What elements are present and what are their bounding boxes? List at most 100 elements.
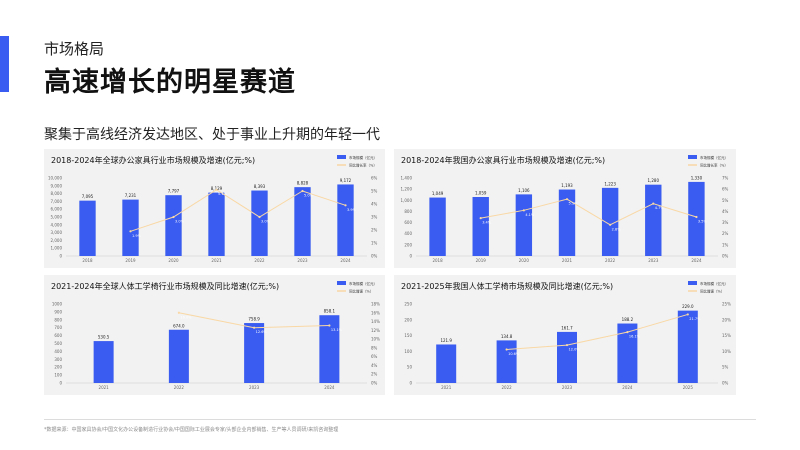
y-tick-label-right: 6% [371,176,378,181]
bar-value-label: 188.2 [622,317,634,322]
bar [515,194,533,256]
y-tick-label-left: 6,000 [51,207,63,212]
page-subtitle: 聚集于高线经济发达地区、处于事业上升期的年轻一代 [44,127,380,143]
bar [617,323,638,383]
bar [472,196,489,256]
growth-point [172,215,175,219]
y-tick-label-right: 2% [722,231,729,236]
x-tick-label: 2021 [441,385,452,390]
legend-label: 同比增长率（%） [700,163,728,168]
y-tick-label-left: 800 [404,209,412,214]
bar [168,329,189,383]
x-tick-label: 2021 [99,385,110,390]
growth-point [505,348,508,351]
bar-value-label: 1,223 [604,181,616,186]
bar [122,199,139,256]
y-tick-label-right: 2% [371,228,378,233]
x-tick-label: 2019 [125,258,136,263]
bar [496,340,517,383]
y-tick-label-right: 8% [371,345,378,350]
bar [251,190,268,256]
bar-value-label: 530.5 [98,335,110,340]
growth-value-label: 3.9% [347,208,357,212]
y-tick-label-left: 150 [404,333,412,338]
y-tick-label-right: 5% [371,189,378,194]
page-title: 高速增长的明星赛道 [44,67,296,98]
y-tick-label-left: 100 [54,373,62,378]
legend-label: 市场规模（亿元） [349,281,377,286]
chart-panel-global-ergonomic-chair: 2021-2024年全球人体工学椅行业市场规模及同比增速(亿元;%) 市场规模（亿… [44,275,385,395]
y-tick-label-right: 15% [722,333,731,338]
bar-value-label: 8,129 [211,186,223,191]
x-tick-label: 2024 [340,258,351,263]
bar-value-label: 1,193 [561,183,573,188]
growth-point [258,215,261,219]
chart-svg: 2018-2024年我国办公家具行业市场规模及增速(亿元;%) 市场规模（亿元） 同… [401,155,729,263]
y-tick-label-left: 0 [409,254,412,259]
x-tick-label: 2020 [168,258,179,263]
y-tick-label-left: 400 [54,349,62,354]
bar-value-label: 7,095 [82,194,94,199]
y-tick-label-right: 6% [722,187,729,192]
chart-svg: 2018-2024年全球办公家具行业市场规模及增速(亿元;%) 市场规模（亿元） 同… [48,155,378,263]
growth-value-label: 5.1% [218,192,228,196]
y-tick-label-left: 0 [59,381,62,386]
x-tick-label: 2023 [297,258,308,263]
y-tick-label-left: 800 [54,317,62,322]
y-tick-label-left: 250 [404,302,412,307]
x-tick-label: 2023 [648,258,659,263]
bar [601,187,619,256]
y-tick-label-left: 1000 [52,302,63,307]
growth-value-label: 21.7% [689,317,701,321]
bar-value-label: 229.0 [682,304,694,309]
bar [436,344,457,383]
bar-value-label: 7,231 [125,193,137,198]
growth-value-label: 1.9% [132,234,142,238]
legend-label: 同比增长率（%） [349,163,377,168]
bar [165,195,182,256]
y-tick-label-right: 5% [722,365,729,370]
y-tick-label-right: 10% [371,337,380,342]
x-tick-label: 2022 [254,258,265,263]
bar-value-label: 858.1 [324,309,336,314]
y-tick-label-left: 4,000 [51,222,63,227]
growth-value-label: 4.7% [655,206,665,210]
legend-swatch-bar [688,155,697,159]
bar [677,310,698,383]
bar [79,200,96,256]
y-tick-label-right: 10% [722,349,731,354]
chart-title: 2021-2025年我国人体工学椅市场规模及同比增速(亿元;%) [401,281,613,291]
legend-swatch-bar [337,155,346,159]
bar [429,197,446,256]
y-tick-label-right: 0% [722,381,729,386]
growth-point [253,326,256,329]
y-tick-label-left: 9,000 [51,183,63,188]
y-tick-label-right: 25% [722,302,731,307]
growth-point [652,202,655,205]
legend-label: 市场规模（亿元） [349,155,377,160]
bar-value-label: 1,049 [432,191,444,196]
chart-panel-china-office-furniture: 2018-2024年我国办公家具行业市场规模及增速(亿元;%) 市场规模（亿元） 同… [394,149,736,268]
y-tick-label-right: 4% [371,363,378,368]
y-tick-label-right: 6% [371,354,378,359]
section-title: 市场格局 [44,40,105,58]
growth-value-label: 12.0% [569,348,581,352]
y-tick-label-right: 0% [371,381,378,386]
y-tick-label-left: 8,000 [51,191,63,196]
bar-value-label: 134.8 [501,334,513,339]
growth-value-label: 3.0% [261,220,271,224]
growth-point [344,204,347,207]
x-tick-label: 2024 [622,385,633,390]
y-tick-label-right: 16% [371,310,380,315]
y-tick-label-left: 7,000 [51,199,63,204]
growth-point [129,230,132,233]
chart-panel-global-office-furniture: 2018-2024年全球办公家具行业市场规模及增速(亿元;%) 市场规模（亿元） 同… [44,149,385,268]
bar-value-label: 1,106 [518,188,530,193]
y-tick-label-left: 1,000 [401,198,413,203]
bar [319,315,340,383]
y-tick-label-right: 7% [722,176,729,181]
y-tick-label-left: 2,000 [51,238,63,243]
bar-value-label: 7,797 [168,189,180,194]
y-tick-label-right: 4% [371,202,378,207]
y-tick-label-left: 200 [54,365,62,370]
